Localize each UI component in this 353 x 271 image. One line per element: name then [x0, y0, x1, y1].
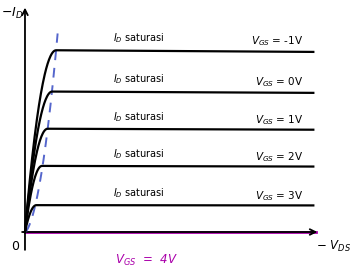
Text: $-I_D$: $-I_D$	[1, 6, 24, 21]
Text: 0: 0	[11, 240, 19, 253]
Text: $V_{GS}$  =  4V: $V_{GS}$ = 4V	[115, 253, 178, 269]
Text: $V_{GS}$ = 0V: $V_{GS}$ = 0V	[255, 76, 303, 89]
Text: $I_D$ saturasi: $I_D$ saturasi	[113, 110, 164, 124]
Text: $V_{GS}$ = 3V: $V_{GS}$ = 3V	[255, 189, 303, 203]
Text: $I_D$ saturasi: $I_D$ saturasi	[113, 186, 164, 200]
Text: $V_{GS}$ = 2V: $V_{GS}$ = 2V	[255, 150, 303, 164]
Text: $V_{GS}$ = 1V: $V_{GS}$ = 1V	[255, 113, 303, 127]
Text: $V_{GS}$ = -1V: $V_{GS}$ = -1V	[251, 34, 303, 48]
Text: $-\ V_{DS}$: $-\ V_{DS}$	[316, 239, 351, 254]
Text: $I_D$ saturasi: $I_D$ saturasi	[113, 147, 164, 161]
Text: $I_D$ saturasi: $I_D$ saturasi	[113, 73, 164, 86]
Text: $I_D$ saturasi: $I_D$ saturasi	[113, 31, 164, 45]
